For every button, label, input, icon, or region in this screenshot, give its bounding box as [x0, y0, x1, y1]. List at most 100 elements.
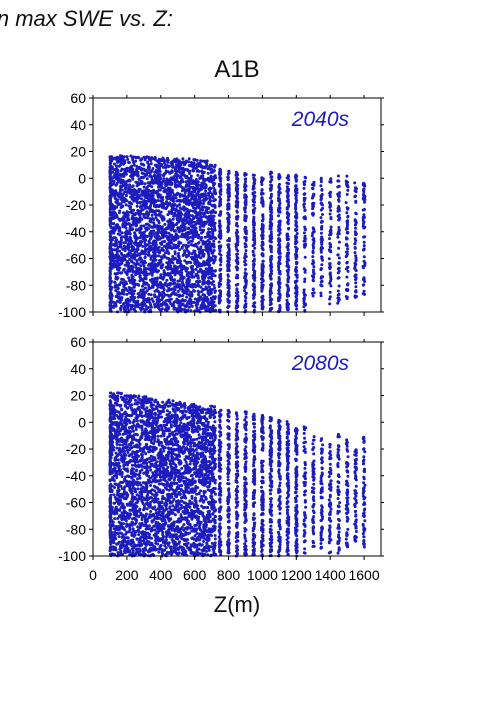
data-point — [218, 249, 222, 252]
data-point — [150, 280, 154, 284]
data-point — [212, 169, 216, 173]
data-point — [163, 255, 167, 259]
data-point — [243, 245, 247, 249]
data-point — [311, 205, 315, 209]
data-point — [285, 301, 289, 304]
data-point — [166, 293, 170, 297]
data-point — [312, 180, 316, 184]
data-point — [345, 220, 349, 223]
data-point — [111, 258, 115, 262]
data-point — [328, 202, 332, 206]
data-point — [175, 233, 179, 237]
data-point — [125, 183, 129, 187]
data-point — [165, 284, 169, 288]
data-point — [252, 223, 256, 227]
data-point — [345, 174, 349, 178]
data-point — [207, 227, 211, 231]
data-point — [212, 178, 216, 182]
data-point — [131, 253, 135, 257]
data-point — [319, 216, 323, 220]
data-point — [218, 230, 222, 234]
data-point — [226, 239, 230, 242]
data-point — [173, 288, 177, 292]
data-point — [131, 282, 135, 286]
data-point — [151, 179, 155, 183]
data-point — [260, 201, 263, 205]
data-point — [179, 308, 183, 312]
data-point — [156, 262, 160, 265]
data-point — [144, 243, 148, 247]
data-point — [191, 193, 195, 197]
data-point — [109, 161, 113, 165]
data-point — [295, 240, 299, 244]
data-point — [243, 236, 247, 239]
data-point — [182, 194, 185, 198]
data-point — [125, 155, 129, 159]
data-point — [126, 222, 130, 226]
data-point — [159, 260, 163, 264]
data-point — [236, 261, 240, 264]
data-point — [108, 199, 112, 203]
data-point — [172, 300, 176, 304]
data-point — [252, 271, 256, 275]
data-point — [159, 210, 163, 214]
data-point — [319, 178, 323, 182]
data-point — [114, 216, 118, 219]
data-point — [184, 285, 188, 289]
data-point — [108, 273, 112, 277]
data-point — [125, 218, 129, 222]
data-point — [131, 155, 135, 159]
data-point — [260, 295, 264, 299]
data-point — [251, 203, 255, 207]
data-point — [268, 303, 272, 307]
data-point — [171, 217, 175, 221]
data-point — [269, 308, 273, 312]
data-point — [198, 203, 202, 207]
data-point — [312, 192, 316, 196]
data-point — [311, 278, 315, 282]
data-point — [295, 232, 299, 235]
data-point — [126, 263, 130, 266]
data-point — [295, 247, 299, 251]
data-point — [151, 243, 155, 247]
data-point — [159, 236, 163, 240]
data-point — [190, 272, 193, 276]
data-point — [163, 163, 167, 167]
data-point — [155, 164, 159, 168]
data-point — [179, 213, 183, 217]
data-point — [142, 163, 146, 167]
data-point — [287, 277, 290, 280]
data-point — [123, 180, 127, 184]
data-point — [169, 161, 173, 165]
data-point — [302, 216, 306, 220]
data-point — [179, 241, 183, 245]
data-point — [195, 165, 199, 169]
data-point — [312, 291, 316, 295]
data-point — [235, 221, 239, 225]
data-point — [311, 259, 315, 263]
data-point — [278, 307, 282, 311]
data-point — [287, 189, 290, 192]
data-point — [206, 251, 210, 255]
data-point — [252, 226, 256, 230]
data-point — [126, 243, 130, 247]
data-point — [196, 173, 200, 177]
data-point — [148, 237, 152, 241]
data-point — [285, 283, 289, 287]
data-point — [311, 249, 315, 253]
data-point — [197, 250, 201, 254]
data-point — [108, 186, 112, 190]
data-point — [133, 262, 137, 266]
data-point — [184, 246, 188, 249]
data-point — [202, 194, 206, 198]
data-point — [344, 243, 348, 247]
data-point — [125, 292, 129, 296]
data-point — [345, 211, 349, 215]
data-point — [277, 233, 281, 237]
data-point — [156, 199, 160, 202]
data-point — [243, 276, 247, 280]
data-point — [114, 223, 118, 227]
data-point — [287, 203, 290, 207]
data-point — [131, 177, 135, 181]
data-point — [161, 248, 165, 252]
